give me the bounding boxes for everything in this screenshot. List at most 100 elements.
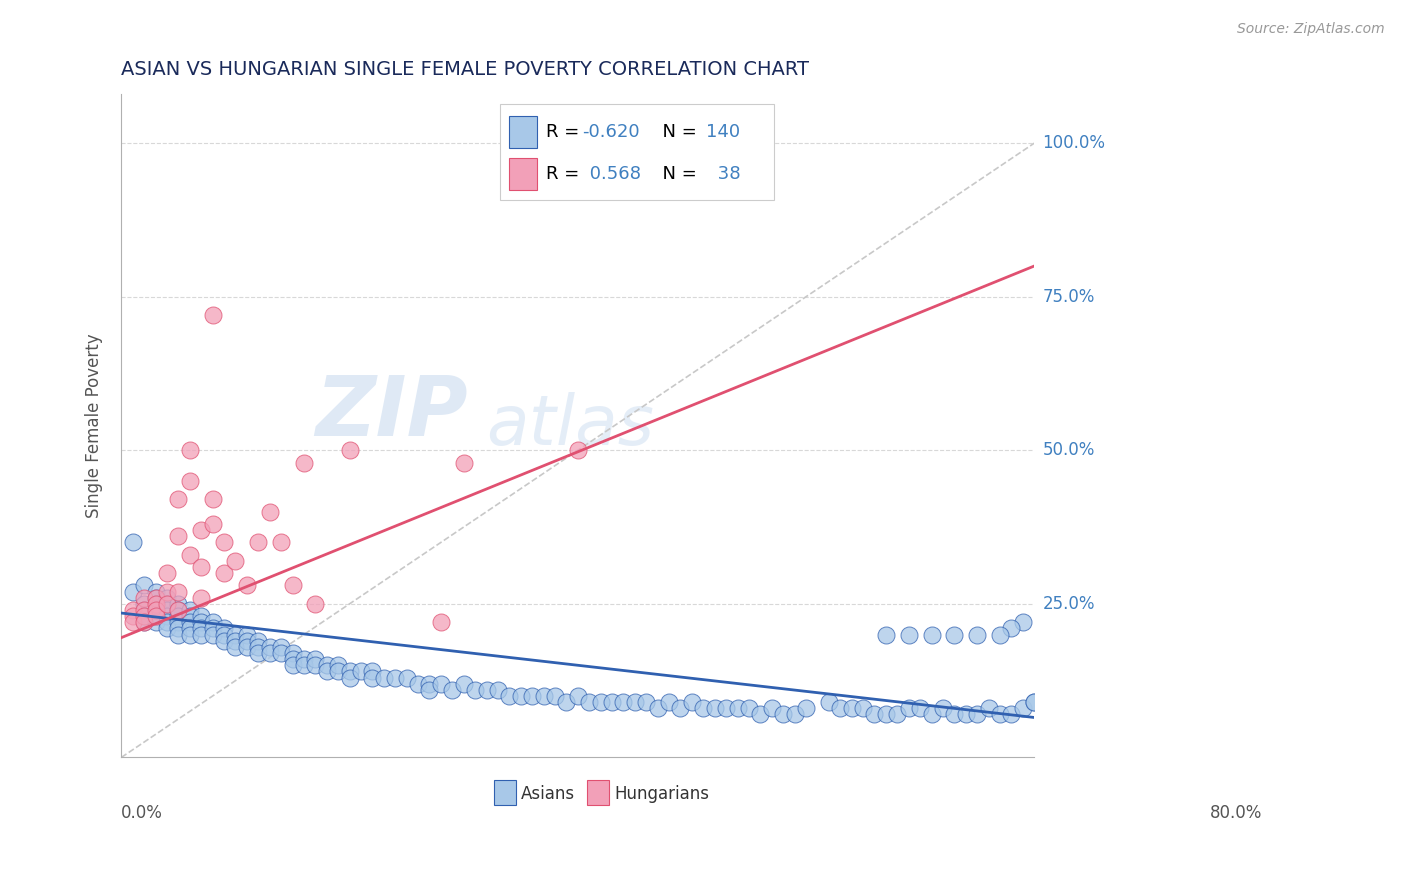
Point — [533, 689, 555, 703]
Point — [955, 707, 977, 722]
Text: -0.620: -0.620 — [582, 123, 640, 141]
Point — [167, 584, 190, 599]
Point — [361, 671, 384, 685]
Point — [453, 456, 475, 470]
Point — [315, 665, 337, 679]
Point — [145, 591, 167, 605]
Point — [509, 689, 531, 703]
Point — [418, 682, 440, 697]
Point — [966, 707, 988, 722]
Point — [145, 584, 167, 599]
Point — [943, 707, 966, 722]
Text: 25.0%: 25.0% — [1043, 595, 1095, 613]
Point — [1024, 695, 1046, 709]
Point — [406, 676, 429, 690]
Point — [179, 548, 201, 562]
Point — [681, 695, 703, 709]
Point — [224, 627, 246, 641]
Point — [134, 609, 156, 624]
Point — [236, 640, 259, 654]
Text: 80.0%: 80.0% — [1211, 804, 1263, 822]
Point — [236, 633, 259, 648]
Point — [201, 492, 224, 507]
Point — [179, 443, 201, 458]
Point — [304, 658, 326, 673]
Point — [134, 615, 156, 630]
Point — [1011, 615, 1033, 630]
Point — [259, 646, 281, 660]
Point — [121, 615, 143, 630]
Point — [121, 535, 143, 549]
Point — [190, 609, 212, 624]
Point — [977, 701, 1000, 715]
Point — [121, 584, 143, 599]
Point — [430, 676, 453, 690]
Point — [1024, 695, 1046, 709]
Point — [830, 701, 852, 715]
Point — [167, 597, 190, 611]
Point — [190, 622, 212, 636]
Point — [669, 701, 692, 715]
Point — [373, 671, 395, 685]
Point — [361, 665, 384, 679]
Point — [897, 701, 920, 715]
Point — [179, 474, 201, 488]
Point — [134, 609, 156, 624]
Point — [167, 529, 190, 543]
Point — [156, 609, 179, 624]
Point — [190, 560, 212, 574]
Point — [1000, 707, 1022, 722]
Point — [578, 695, 600, 709]
Point — [145, 591, 167, 605]
Point — [464, 682, 486, 697]
Point — [156, 622, 179, 636]
Text: Asians: Asians — [522, 785, 575, 803]
Point — [350, 665, 373, 679]
Point — [863, 707, 886, 722]
Point — [897, 627, 920, 641]
Point — [875, 627, 897, 641]
Point — [212, 622, 235, 636]
Point — [292, 456, 315, 470]
Text: R =: R = — [546, 165, 585, 183]
Point — [134, 603, 156, 617]
Point — [179, 622, 201, 636]
Text: ASIAN VS HUNGARIAN SINGLE FEMALE POVERTY CORRELATION CHART: ASIAN VS HUNGARIAN SINGLE FEMALE POVERTY… — [121, 60, 810, 78]
Point — [145, 609, 167, 624]
Point — [600, 695, 623, 709]
Point — [212, 627, 235, 641]
Point — [932, 701, 955, 715]
Point — [738, 701, 761, 715]
Point — [292, 658, 315, 673]
Point — [988, 627, 1011, 641]
Point — [988, 707, 1011, 722]
Text: ZIP: ZIP — [315, 372, 468, 453]
Text: 75.0%: 75.0% — [1043, 288, 1095, 306]
Point — [247, 535, 270, 549]
Text: 0.568: 0.568 — [583, 165, 641, 183]
Point — [453, 676, 475, 690]
Point — [589, 695, 612, 709]
FancyBboxPatch shape — [509, 116, 537, 148]
Point — [167, 603, 190, 617]
Point — [201, 516, 224, 531]
Point — [259, 640, 281, 654]
Point — [555, 695, 578, 709]
FancyBboxPatch shape — [509, 158, 537, 190]
Point — [179, 615, 201, 630]
Point — [121, 603, 143, 617]
Point — [224, 640, 246, 654]
Text: N =: N = — [651, 123, 703, 141]
Point — [212, 633, 235, 648]
Point — [259, 505, 281, 519]
Point — [201, 308, 224, 322]
Point — [418, 676, 440, 690]
Point — [328, 665, 350, 679]
Text: R =: R = — [546, 123, 585, 141]
Text: 140: 140 — [706, 123, 740, 141]
Point — [145, 603, 167, 617]
Point — [179, 603, 201, 617]
Point — [794, 701, 817, 715]
Point — [441, 682, 464, 697]
Point — [475, 682, 498, 697]
